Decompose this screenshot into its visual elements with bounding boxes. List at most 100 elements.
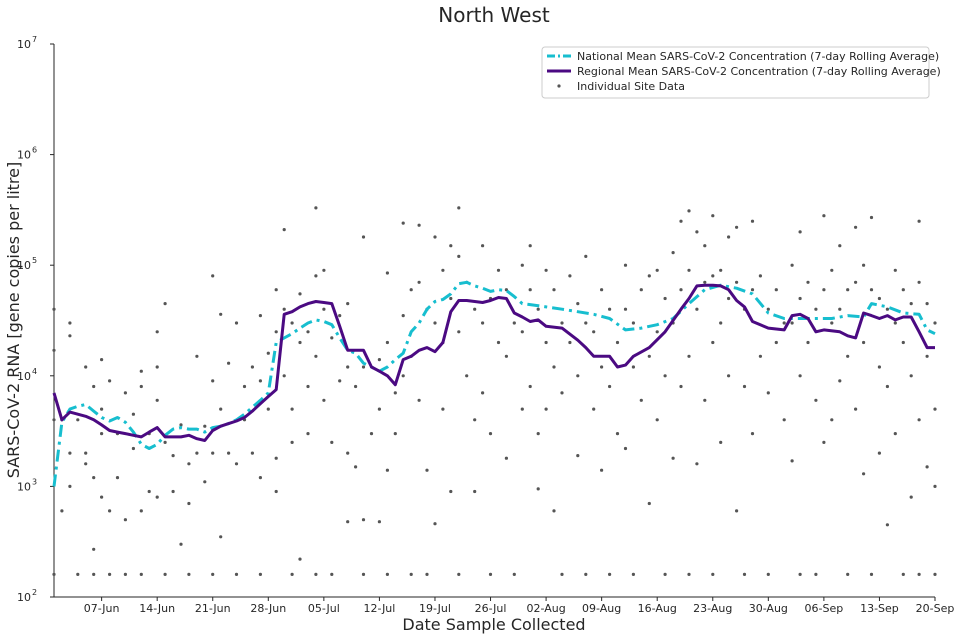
national-mean-line	[52, 280, 936, 487]
site-data-point	[108, 379, 112, 383]
site-data-point	[608, 384, 612, 389]
site-data-point	[727, 374, 731, 378]
site-data-point	[84, 462, 88, 466]
legend-box	[541, 46, 930, 99]
site-data-point	[695, 230, 699, 234]
site-data-point	[354, 384, 358, 389]
site-data-point	[346, 365, 350, 369]
site-data-point	[528, 244, 532, 248]
site-data-point	[576, 374, 580, 378]
site-data-point	[703, 244, 707, 248]
site-data-point	[155, 398, 159, 402]
site-data-point	[623, 307, 628, 311]
site-data-point	[52, 418, 56, 422]
site-data-point	[623, 446, 628, 451]
site-data-point	[687, 572, 691, 577]
site-data-point	[512, 572, 516, 577]
site-data-point	[735, 280, 739, 284]
site-data-point	[560, 572, 564, 577]
site-data-point	[631, 365, 636, 369]
site-data-point	[576, 302, 580, 306]
site-data-point	[139, 369, 143, 373]
site-data-point	[171, 454, 175, 458]
site-data-point	[433, 235, 437, 239]
site-data-point	[108, 509, 112, 513]
site-data-point	[290, 440, 294, 444]
site-data-point	[774, 288, 778, 292]
site-data-point	[592, 407, 596, 411]
site-data-point	[520, 407, 524, 411]
site-data-point	[695, 462, 699, 466]
x-tick-label: 12-Jul	[363, 602, 395, 615]
site-data-point	[298, 340, 302, 345]
site-data-point	[306, 384, 310, 389]
site-data-point	[933, 572, 937, 577]
site-data-point	[115, 476, 120, 480]
x-tick-label: 06-Sep	[805, 602, 844, 615]
site-data-point	[330, 440, 334, 444]
x-tick-label: 16-Aug	[638, 602, 677, 615]
site-data-point	[76, 418, 80, 422]
site-data-point	[227, 451, 231, 455]
site-data-point	[258, 476, 262, 480]
site-data-point	[441, 407, 445, 411]
site-data-point	[139, 384, 143, 389]
site-data-point	[520, 330, 524, 334]
site-data-point	[123, 518, 127, 522]
site-data-point	[735, 225, 739, 229]
x-tick-label: 23-Aug	[693, 602, 732, 615]
site-data-point	[139, 509, 143, 513]
site-data-point	[147, 489, 151, 494]
site-data-point	[393, 391, 397, 395]
site-data-point	[671, 251, 675, 255]
site-data-point	[322, 268, 326, 272]
site-data-point	[377, 358, 381, 362]
site-data-point	[909, 302, 913, 306]
y-tick-label: 10	[17, 480, 31, 493]
site-data-point	[92, 572, 96, 577]
site-data-point	[663, 572, 667, 577]
site-data-point	[703, 398, 707, 402]
site-data-point	[750, 219, 755, 223]
site-data-point	[615, 432, 620, 436]
site-data-point	[290, 572, 294, 577]
site-data-point	[663, 374, 667, 378]
site-data-point	[830, 268, 834, 272]
site-data-point	[481, 391, 485, 395]
y-tick-label: 10	[17, 591, 31, 604]
x-tick-label: 28-Jun	[250, 602, 286, 615]
site-data-point	[568, 274, 572, 278]
site-data-point	[385, 340, 389, 345]
site-data-point	[377, 407, 381, 411]
site-data-point	[719, 268, 723, 272]
site-data-points	[52, 206, 937, 577]
site-data-point	[361, 572, 366, 577]
legend-label: Regional Mean SARS-CoV-2 Concentration (…	[577, 65, 941, 78]
site-data-point	[679, 219, 683, 223]
site-data-point	[862, 263, 866, 267]
site-data-point	[361, 518, 366, 522]
site-data-point	[560, 391, 564, 395]
site-data-point	[758, 274, 763, 278]
site-data-point	[830, 418, 834, 422]
site-data-point	[806, 280, 810, 284]
site-data-point	[155, 365, 159, 369]
site-data-point	[155, 495, 159, 499]
site-data-point	[76, 572, 80, 577]
site-data-point	[552, 365, 556, 369]
site-data-point	[917, 572, 921, 577]
site-data-point	[655, 330, 659, 334]
site-data-point	[536, 432, 540, 436]
site-data-point	[639, 398, 643, 402]
site-data-point	[68, 484, 72, 488]
site-data-point	[671, 456, 675, 460]
site-data-point	[814, 398, 818, 402]
site-data-point	[258, 379, 262, 383]
site-data-point	[409, 288, 413, 292]
site-data-point	[814, 307, 818, 311]
chart-title: North West	[438, 3, 550, 27]
site-data-point	[131, 412, 135, 416]
site-data-point	[385, 271, 389, 275]
site-data-point	[322, 398, 326, 402]
site-data-point	[822, 288, 826, 292]
